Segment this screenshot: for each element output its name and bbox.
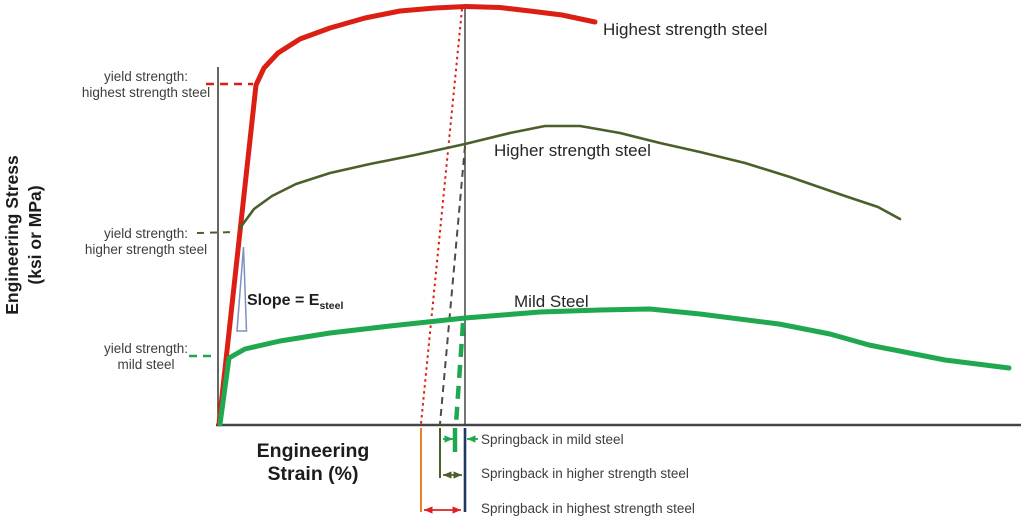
- slope-triangle: [236, 246, 248, 332]
- y-axis-label-line2: (ksi or MPa): [25, 185, 45, 285]
- arrowhead: [424, 506, 433, 514]
- curve-higher-strength-steel: [238, 124, 902, 230]
- yield-label-mild-line2: mild steel: [117, 356, 175, 372]
- slope-annotation-text: Slope = E: [247, 292, 320, 309]
- arrowhead: [452, 506, 461, 514]
- leader-higher-dashed-line: [196, 231, 237, 234]
- x-axis-label-line1: Engineering: [256, 440, 370, 462]
- unload-mild-dashed-line: [453, 322, 466, 425]
- curve-label-highest-strength-steel: Highest strength steel: [603, 20, 768, 39]
- curve-mild-steel: [217, 306, 1012, 427]
- unload-highest-dashed-line: [420, 8, 463, 425]
- y-axis-label-line1: Engineering Stress: [2, 155, 22, 315]
- arrowhead: [444, 435, 453, 443]
- arrowhead: [443, 471, 452, 479]
- yield-label-highest-line2: highest strength steel: [81, 84, 211, 100]
- yield-label-highest: yield strength: highest strength steel: [56, 69, 236, 100]
- yield-label-mild-line1: yield strength:: [103, 341, 189, 356]
- yield-label-higher-line2: higher strength steel: [84, 241, 208, 257]
- yield-label-higher: yield strength: higher strength steel: [56, 226, 236, 257]
- yield-label-mild: yield strength: mild steel: [56, 341, 236, 372]
- y-axis-label: Engineering Stress (ksi or MPa): [1, 124, 49, 346]
- slope-annotation: Slope = Esteel: [247, 292, 343, 312]
- yield-label-higher-line1: yield strength:: [103, 226, 189, 241]
- curve-label-mild-steel: Mild Steel: [514, 292, 589, 311]
- curve-highest-strength-steel: [216, 4, 598, 427]
- x-axis-label: Engineering Strain (%): [238, 440, 388, 486]
- unload-higher-dashed-line: [439, 145, 466, 425]
- springback-label-mild: Springback in mild steel: [481, 432, 624, 447]
- curve-label-higher-strength-steel: Higher strength steel: [494, 141, 651, 160]
- yield-label-highest-line1: yield strength:: [103, 69, 189, 84]
- x-axis-label-line2: Strain (%): [267, 463, 359, 485]
- slope-annotation-subscript: steel: [319, 300, 344, 313]
- arrowhead: [453, 471, 462, 479]
- arrowhead: [467, 435, 476, 443]
- springback-label-higher: Springback in higher strength steel: [481, 466, 689, 481]
- springback-label-highest: Springback in highest strength steel: [481, 501, 695, 516]
